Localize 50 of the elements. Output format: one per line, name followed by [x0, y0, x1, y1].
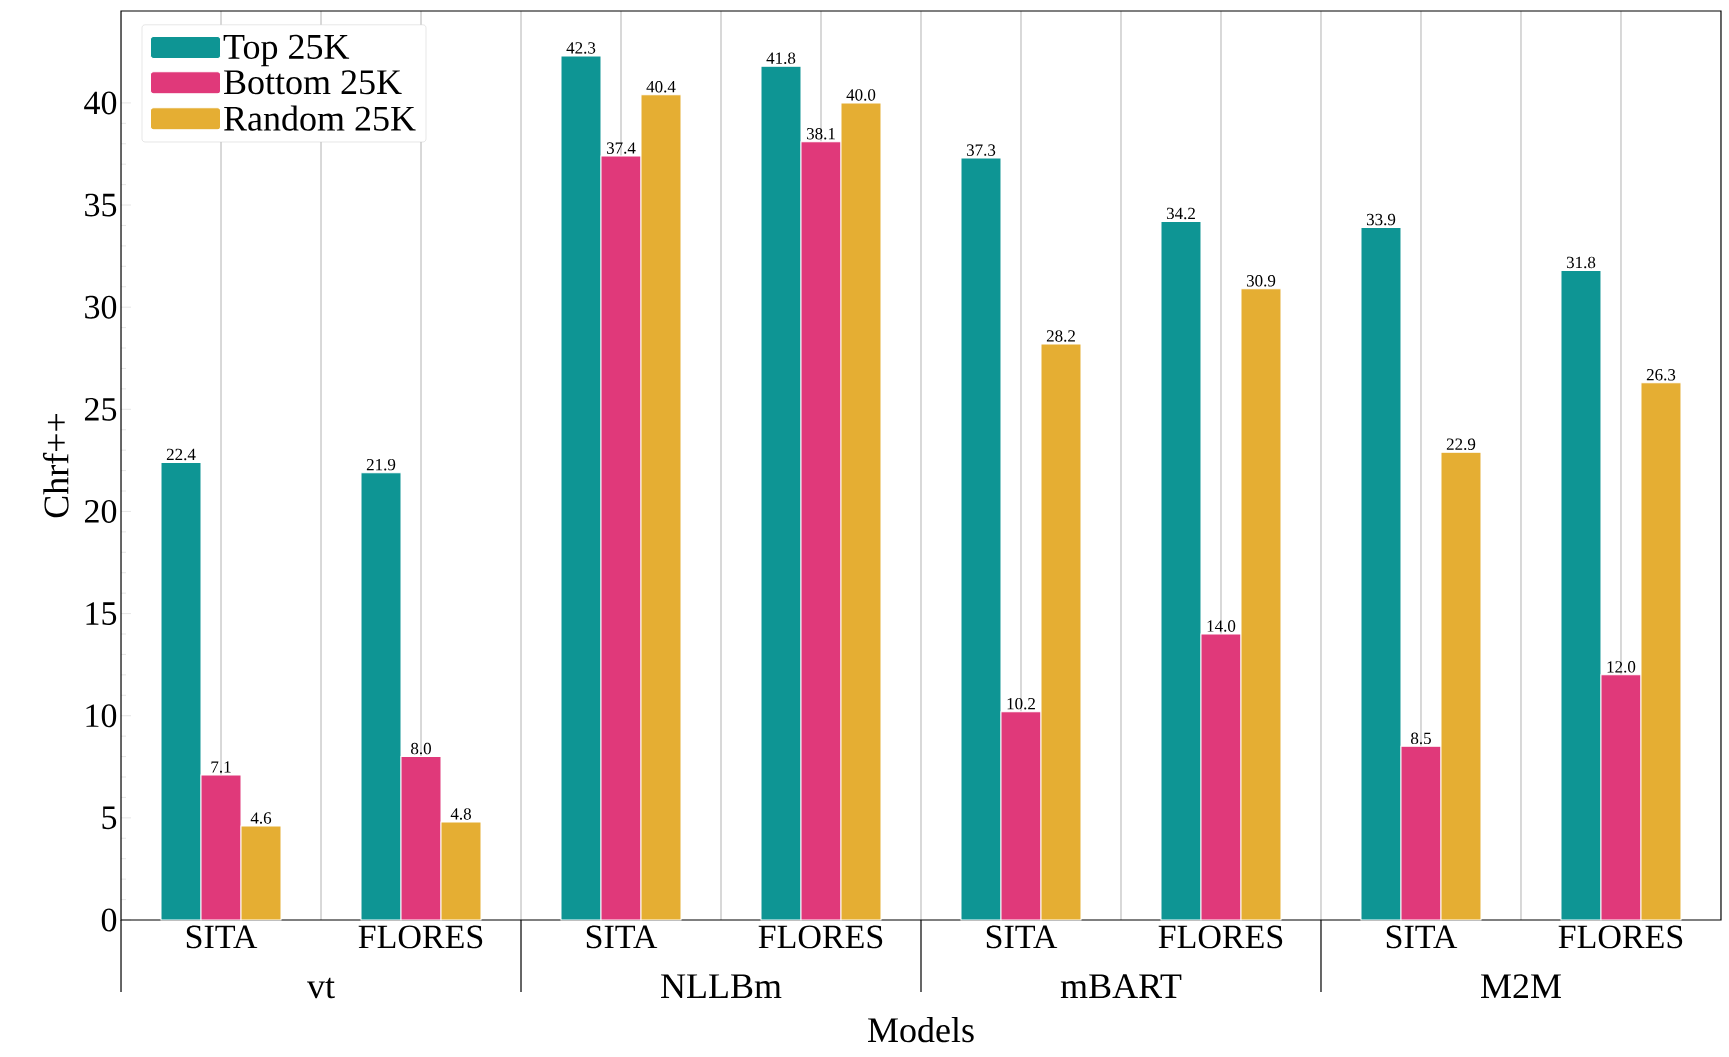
y-tick-label: 10 — [86, 704, 117, 728]
y-tick-label: 40 — [84, 91, 117, 115]
data-label: 37.3 — [966, 144, 996, 156]
data-label: 8.5 — [1411, 732, 1431, 745]
y-axis-title: Chrf++ — [42, 413, 69, 518]
y-tick-label: 35 — [85, 193, 117, 217]
data-label: 30.9 — [1246, 275, 1276, 287]
data-label: 10.2 — [1007, 697, 1035, 710]
data-label: 4.6 — [250, 812, 272, 824]
data-label: 40.0 — [846, 89, 876, 101]
data-label: 8.0 — [411, 742, 431, 755]
data-label: 41.8 — [766, 52, 796, 64]
x-axis-title: Models — [868, 1017, 974, 1043]
data-label: 21.9 — [366, 458, 396, 471]
x-tick-label: SITA — [186, 925, 258, 949]
data-label: 37.4 — [606, 142, 636, 154]
y-tick-label: 5 — [102, 806, 117, 830]
text: mBART — [1060, 974, 1182, 999]
data-label: 33.9 — [1366, 213, 1396, 226]
legend-label: Top 25K — [223, 34, 350, 67]
x-tick-label: FLORES — [758, 925, 883, 949]
x-tick-label: FLORES — [1158, 925, 1283, 949]
data-label: 22.4 — [166, 448, 196, 461]
data-label: 26.3 — [1646, 369, 1676, 381]
data-label: 4.8 — [450, 808, 471, 820]
x-tick-label: SITA — [586, 925, 658, 949]
y-tick-label: 25 — [84, 397, 117, 421]
text: vt — [307, 977, 335, 999]
data-label: 42.3 — [566, 42, 596, 54]
x-tick-label: SITA — [986, 925, 1058, 949]
legend-label: Random 25K — [224, 105, 416, 131]
x-tick-label: FLORES — [358, 925, 483, 949]
x-tick-label: FLORES — [1558, 925, 1683, 949]
y-tick-label: 0 — [101, 908, 117, 932]
data-label: 7.1 — [211, 761, 231, 773]
y-tick-label: 30 — [85, 295, 117, 319]
text: M2M — [1481, 974, 1561, 998]
y-tick-label: 15 — [86, 602, 117, 625]
data-label: 22.9 — [1446, 438, 1476, 451]
data-label: 14.0 — [1207, 620, 1236, 632]
x-tick-label: SITA — [1386, 925, 1458, 949]
data-label: 31.8 — [1566, 256, 1596, 269]
data-label: 38.1 — [806, 127, 835, 140]
data-label: 28.2 — [1046, 330, 1075, 342]
data-label: 34.2 — [1166, 207, 1195, 220]
data-label: 12.0 — [1607, 661, 1636, 673]
y-tick-label: 20 — [84, 499, 117, 523]
text: NLLBm — [661, 974, 782, 999]
legend-label: Bottom 25K — [224, 70, 402, 95]
data-label: 40.4 — [646, 80, 676, 93]
